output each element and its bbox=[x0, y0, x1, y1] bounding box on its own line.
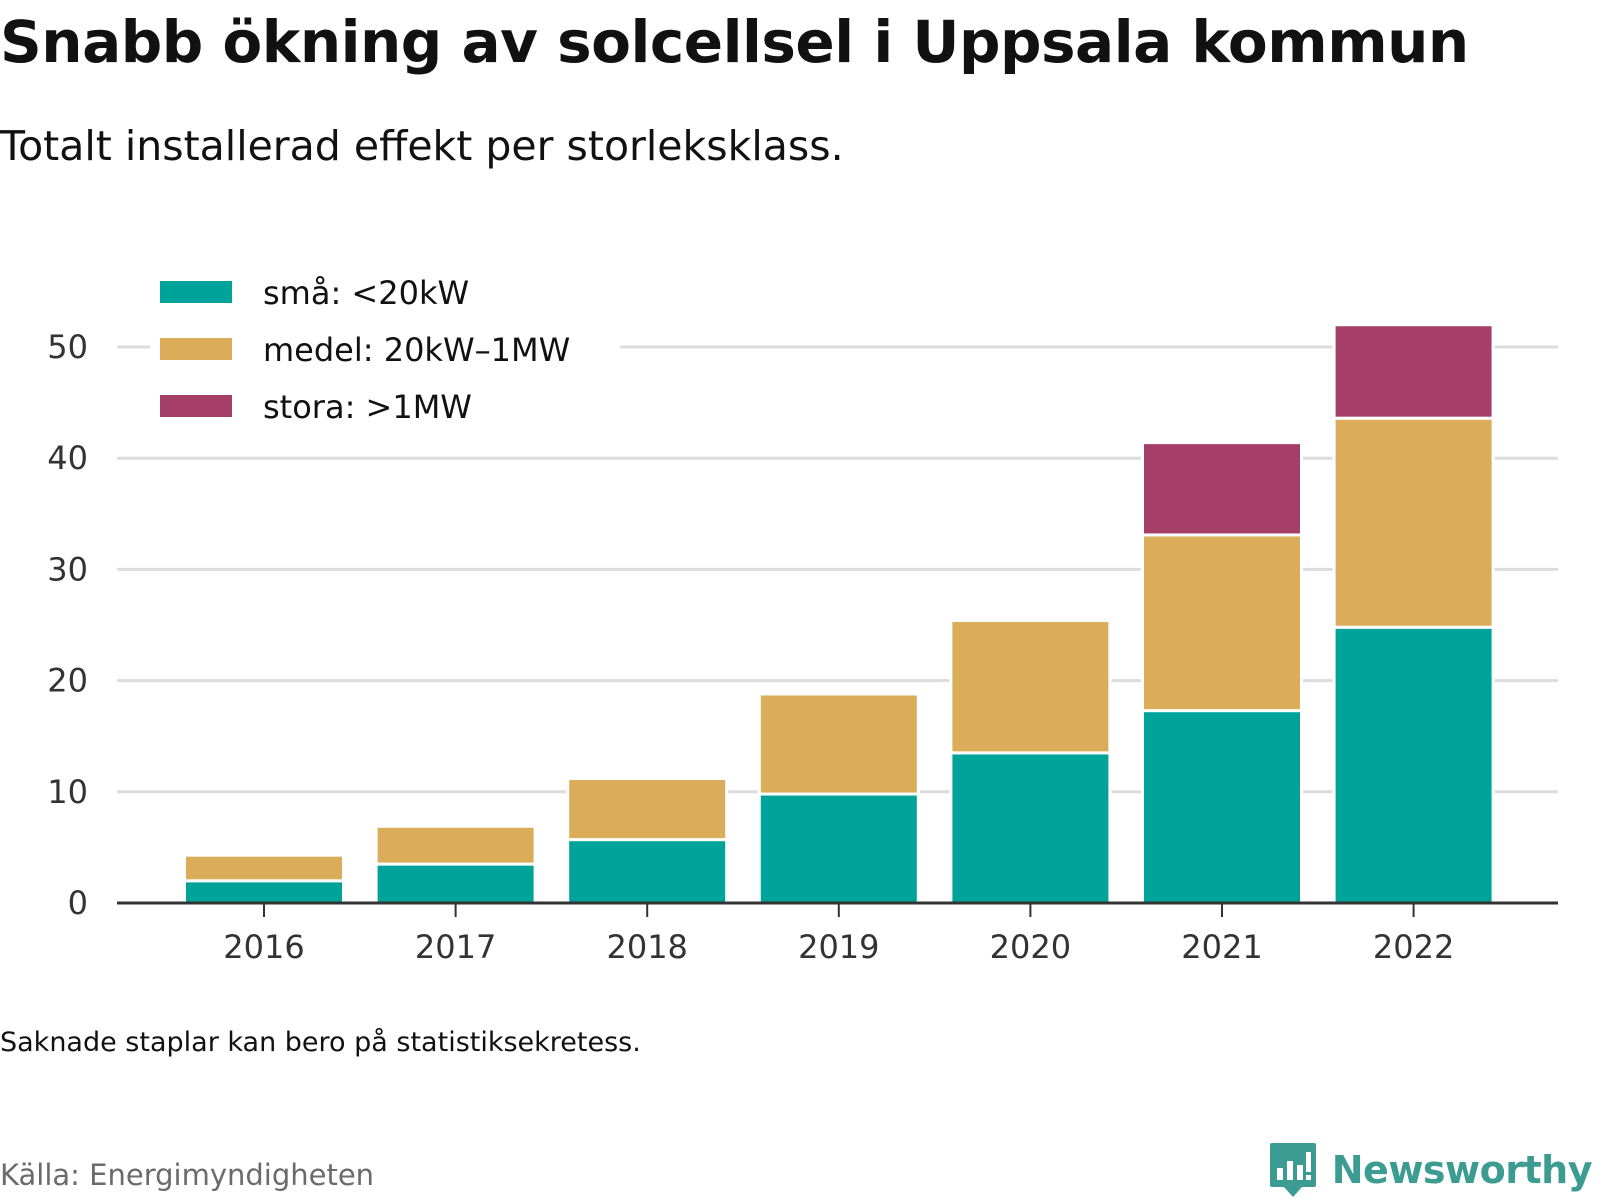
y-tick-label: 0 bbox=[68, 884, 88, 922]
brand-logo: Newsworthy bbox=[1268, 1141, 1593, 1199]
y-tick-label: 40 bbox=[47, 439, 88, 477]
chart-title: Snabb ökning av solcellsel i Uppsala kom… bbox=[0, 8, 1469, 76]
brand-name: Newsworthy bbox=[1331, 1148, 1593, 1192]
legend: små: <20kW medel: 20kW–1MW stora: >1MW bbox=[150, 262, 620, 432]
legend-swatch bbox=[160, 395, 232, 417]
y-tick-label: 20 bbox=[47, 662, 88, 700]
bar-segment bbox=[1141, 709, 1303, 905]
x-tick-label: 2017 bbox=[415, 928, 496, 966]
bar-segment bbox=[757, 692, 920, 796]
bar-segment bbox=[757, 792, 920, 905]
bar-segment bbox=[949, 751, 1112, 905]
bar-segment bbox=[183, 879, 345, 905]
y-tick-label: 10 bbox=[47, 773, 88, 811]
bar-segment bbox=[566, 776, 729, 842]
bar-segment bbox=[183, 853, 345, 883]
x-tick-label: 2016 bbox=[223, 928, 304, 966]
legend-swatch bbox=[160, 338, 232, 360]
bar-segment bbox=[1332, 416, 1495, 629]
x-tick-label: 2022 bbox=[1373, 928, 1454, 966]
bar-segment bbox=[1332, 323, 1495, 420]
axes: 0 10 20 30 40 50 2016 2017 2018 2019 2020 2021 2022 bbox=[47, 328, 1558, 966]
bar-segment bbox=[1141, 533, 1303, 713]
bars bbox=[183, 323, 1495, 905]
legend-label: medel: 20kW–1MW bbox=[263, 331, 570, 369]
x-tick-label: 2020 bbox=[990, 928, 1071, 966]
legend-label: små: <20kW bbox=[263, 274, 469, 312]
bar-segment bbox=[1332, 625, 1495, 905]
newsworthy-logo-icon bbox=[1269, 1143, 1316, 1197]
footnote: Saknade staplar kan bero på statistiksek… bbox=[0, 1027, 641, 1058]
bar-segment bbox=[374, 862, 537, 905]
y-tick-label: 30 bbox=[47, 550, 88, 588]
legend-label: stora: >1MW bbox=[263, 388, 472, 426]
x-tick-label: 2021 bbox=[1181, 928, 1262, 966]
x-tick-label: 2019 bbox=[798, 928, 879, 966]
x-tick-label: 2018 bbox=[606, 928, 687, 966]
bar-segment bbox=[949, 619, 1112, 755]
source-note: Källa: Energimyndigheten bbox=[0, 1158, 375, 1192]
bar-segment bbox=[1141, 441, 1303, 537]
legend-swatch bbox=[160, 281, 232, 303]
bar-segment bbox=[566, 838, 729, 905]
y-tick-label: 50 bbox=[47, 328, 88, 366]
bar-segment bbox=[374, 824, 537, 866]
chart-subtitle: Totalt installerad effekt per storlekskl… bbox=[0, 122, 844, 170]
